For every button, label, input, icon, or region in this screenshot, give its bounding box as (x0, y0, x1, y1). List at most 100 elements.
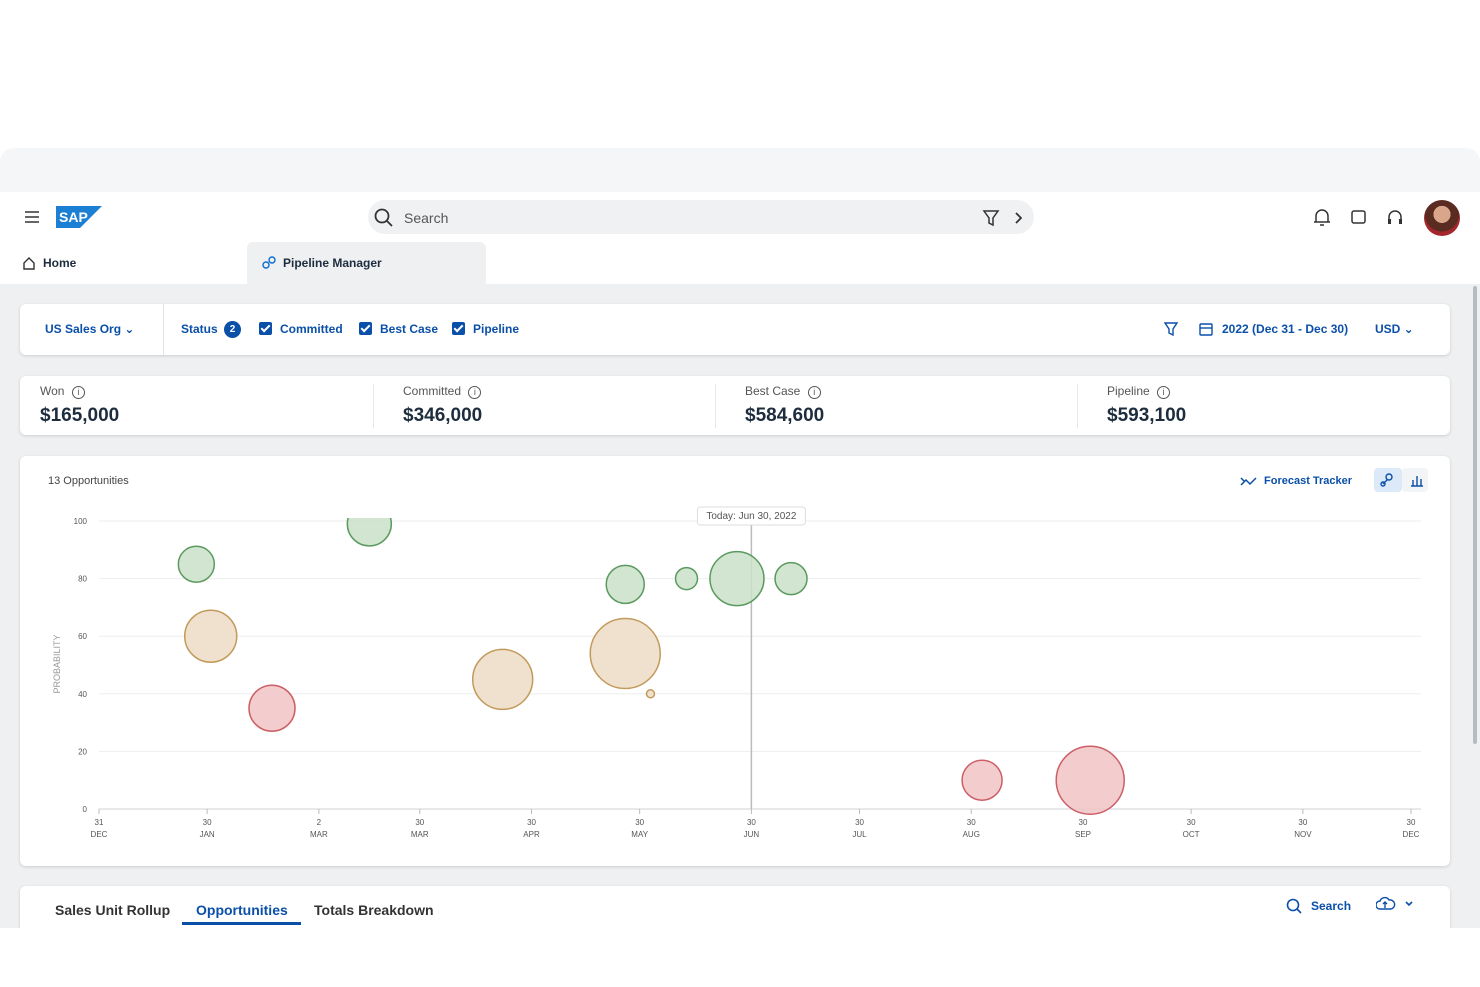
toggle-icons (1380, 473, 1423, 487)
avatar[interactable] (1424, 200, 1460, 236)
kpi-label-text: Won (40, 384, 65, 398)
bubble (346, 518, 393, 547)
today-badge (696, 506, 806, 526)
tab[interactable]: Home (43, 256, 77, 270)
forecast-tracker[interactable]: Forecast Tracker (1240, 475, 1353, 487)
checkbox-label: Pipeline (473, 322, 520, 336)
x-tick-label: DEC (91, 830, 108, 839)
tracker-label: Forecast Tracker (1264, 475, 1353, 487)
tab-row: Home Pipeline Manager (0, 242, 1480, 284)
x-tick-label: OCT (1183, 830, 1200, 839)
filter-bar: US Sales Org ⌄ Status 2 Committed Best C… (20, 304, 1450, 355)
status-label: Status (181, 322, 218, 336)
checkbox[interactable]: Committed (259, 322, 343, 336)
search-icon (1286, 898, 1302, 914)
x-tick-label: 30 (1187, 818, 1196, 827)
checkbox[interactable]: Best Case (359, 322, 438, 336)
search-placeholder: Search (404, 210, 449, 226)
bubble (709, 550, 765, 607)
home-icon (23, 257, 35, 270)
y-tick-label: 0 (83, 805, 88, 814)
x-tick-label: AUG (963, 830, 980, 839)
kpi: Won i $165,000 (40, 384, 119, 427)
x-tick-label: 30 (1407, 818, 1416, 827)
bubble (183, 609, 238, 663)
tab[interactable]: Pipeline Manager (283, 256, 382, 270)
y-tick-label: 80 (78, 575, 87, 584)
x-tick-label: SEP (1075, 830, 1091, 839)
x-tick-label: NOV (1294, 830, 1312, 839)
kpi-label: Won i (40, 384, 119, 399)
x-tick-label: APR (523, 830, 540, 839)
kpi-label-text: Committed (403, 384, 462, 398)
active-tab-bg (247, 242, 486, 284)
bubble (177, 545, 216, 583)
menu-icon[interactable] (24, 210, 40, 224)
bottom-search[interactable]: Search (1311, 899, 1352, 913)
shell-icons[interactable] (1312, 208, 1412, 228)
x-tick-label: JAN (200, 830, 215, 839)
checkbox-label: Best Case (380, 322, 439, 336)
search-icon (374, 208, 393, 227)
kpi-label-text: Best Case (745, 384, 801, 398)
search-actions[interactable] (982, 209, 1022, 227)
info-icon[interactable]: i (807, 386, 821, 399)
y-tick-label: 20 (78, 747, 87, 756)
x-tick-label: 30 (855, 818, 864, 827)
filter-icon[interactable] (1164, 322, 1178, 336)
kpi-label-text: Pipeline (1107, 384, 1150, 398)
bottom-tab[interactable]: Sales Unit Rollup (55, 902, 171, 918)
info-icon[interactable]: i (468, 386, 482, 399)
y-axis-label: PROBABILITY (52, 634, 62, 693)
kpi: Committed i $346,000 (403, 384, 482, 427)
y-tick-label: 100 (74, 517, 88, 526)
kpi-value: $584,600 (745, 405, 825, 426)
bubble (248, 684, 296, 732)
info-icon[interactable]: i (71, 386, 85, 399)
export-icon[interactable] (1376, 896, 1416, 912)
x-tick-label: 30 (967, 818, 976, 827)
bottom-tab[interactable]: Opportunities (196, 902, 288, 918)
search-field[interactable]: Search (368, 200, 1034, 234)
kpi-value: $346,000 (403, 405, 483, 426)
x-tick-label: DEC (1403, 830, 1420, 839)
x-tick-label: JUL (852, 830, 867, 839)
kpi-value: $165,000 (40, 405, 120, 426)
kpi-bar: Won i $165,000 Committed i $346,000 Best C… (20, 376, 1450, 435)
bubble (961, 759, 1003, 801)
pipeline-icon (262, 256, 276, 269)
status-badge: 2 (224, 321, 241, 338)
bubble (674, 566, 699, 591)
divider (715, 384, 716, 428)
x-tick-label: 30 (1079, 818, 1088, 827)
shell-bar: SAP Search (0, 192, 1480, 242)
currency: USD (1375, 322, 1401, 336)
checkbox[interactable]: Pipeline (452, 322, 519, 336)
page-bottom (0, 928, 1480, 987)
checkbox-label: Committed (280, 322, 343, 336)
y-tick-label: 40 (78, 690, 87, 699)
scrollbar[interactable] (1473, 286, 1477, 744)
browser-bar (0, 148, 1480, 192)
calendar-icon (1199, 323, 1213, 336)
x-tick-label: MAY (631, 830, 648, 839)
x-tick-label: 30 (415, 818, 424, 827)
bubble (605, 564, 645, 605)
x-tick-label: 30 (1298, 818, 1307, 827)
info-icon[interactable]: i (1157, 386, 1171, 399)
kpi-value: $593,100 (1107, 405, 1187, 426)
x-tick-label: 2 (317, 818, 322, 827)
period[interactable]: 2022 (Dec 31 - Dec 30) (1222, 322, 1349, 336)
sap-logo[interactable]: SAP (56, 206, 102, 228)
bubble (645, 689, 656, 699)
org-select[interactable]: US Sales Org ⌄ (45, 322, 135, 336)
bubble (471, 648, 534, 711)
bubble (1055, 745, 1125, 815)
x-tick-label: 30 (635, 818, 644, 827)
chart-card: 13 Opportunities Forecast Tracker PROBAB… (20, 456, 1450, 866)
currency-select[interactable]: USD ⌄ (1375, 322, 1414, 336)
view-toggle[interactable] (1402, 468, 1428, 492)
x-tick-label: 30 (747, 818, 756, 827)
bottom-tab[interactable]: Totals Breakdown (314, 902, 434, 918)
